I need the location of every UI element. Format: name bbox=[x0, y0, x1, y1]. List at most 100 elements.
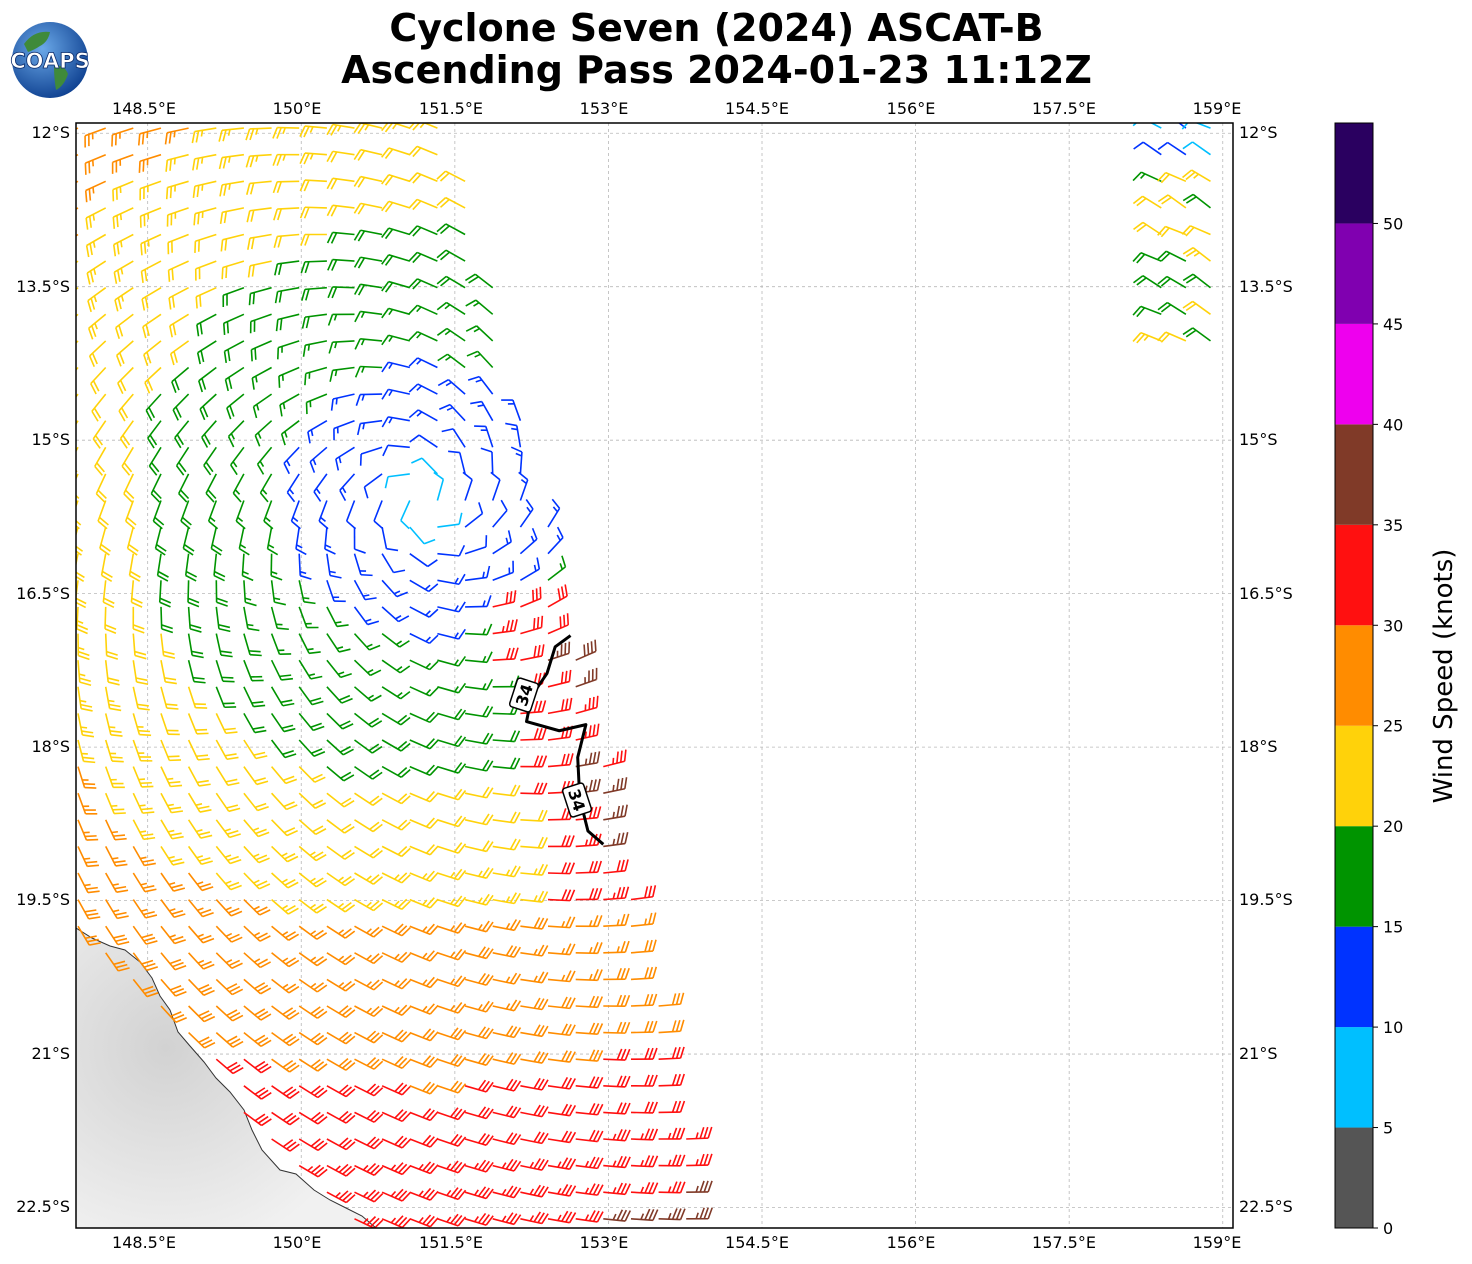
wind-barb bbox=[110, 235, 138, 257]
wind-barb bbox=[272, 681, 295, 709]
wind-barb bbox=[382, 1102, 410, 1123]
wind-barb bbox=[355, 652, 381, 678]
wind-barb bbox=[164, 208, 192, 227]
wind-barb bbox=[356, 421, 383, 435]
wind-barb bbox=[300, 180, 327, 192]
wind-barb bbox=[355, 1182, 383, 1203]
wind-barb bbox=[115, 368, 141, 394]
wind-barb bbox=[196, 368, 223, 392]
wind-barb bbox=[539, 499, 562, 527]
wind-barb bbox=[272, 918, 299, 943]
wind-barb bbox=[573, 696, 601, 714]
wind-barb bbox=[216, 1024, 243, 1049]
wind-barb bbox=[246, 128, 272, 140]
wind-barb bbox=[520, 782, 546, 794]
wind-barb bbox=[448, 449, 465, 477]
lat-tick-left: 13.5°S bbox=[16, 277, 70, 296]
wind-barb bbox=[272, 944, 299, 969]
colorbar-tick-label: 25 bbox=[1383, 717, 1403, 736]
wind-barb bbox=[355, 758, 383, 782]
wind-barb bbox=[244, 682, 265, 710]
wind-barb bbox=[465, 676, 492, 690]
wind-barb bbox=[244, 786, 269, 813]
wind-barb bbox=[137, 235, 165, 256]
wind-barb bbox=[382, 916, 410, 937]
wind-barb bbox=[318, 501, 337, 529]
lon-tick-bottom: 148.5°E bbox=[112, 1233, 176, 1252]
wind-barb bbox=[299, 1023, 327, 1046]
wind-barb bbox=[207, 501, 226, 529]
wind-barb bbox=[465, 1022, 493, 1040]
wind-barb bbox=[247, 314, 275, 333]
wind-barb bbox=[112, 288, 140, 312]
wind-barb bbox=[437, 248, 465, 270]
wind-barb bbox=[410, 810, 438, 830]
wind-barb bbox=[382, 573, 408, 600]
wind-barb bbox=[78, 711, 94, 739]
wind-barb bbox=[1183, 140, 1211, 164]
wind-barb bbox=[165, 261, 193, 282]
wind-barb bbox=[106, 789, 126, 817]
wind-barb bbox=[299, 1130, 327, 1153]
wind-barb bbox=[482, 472, 501, 500]
lat-tick-left: 12°S bbox=[31, 123, 70, 142]
wind-barb bbox=[164, 235, 192, 255]
wind-barb bbox=[242, 554, 255, 581]
wind-barb bbox=[437, 543, 464, 557]
wind-barb bbox=[544, 613, 572, 633]
wind-barb bbox=[427, 472, 445, 500]
wind-barb bbox=[1133, 305, 1161, 325]
wind-barb bbox=[122, 474, 143, 502]
wind-barb bbox=[382, 280, 410, 298]
wind-barb bbox=[410, 916, 438, 936]
wind-barb bbox=[520, 1022, 547, 1037]
wind-barb bbox=[409, 408, 437, 430]
wind-barb bbox=[328, 259, 355, 272]
wind-barb bbox=[410, 520, 435, 547]
wind-barb bbox=[517, 616, 545, 634]
wind-barb bbox=[327, 1023, 355, 1046]
wind-barb bbox=[133, 607, 144, 633]
wind-barb bbox=[273, 155, 299, 166]
wind-barb bbox=[244, 1077, 271, 1101]
wind-barb bbox=[1134, 274, 1162, 297]
wind-barb bbox=[272, 865, 299, 891]
wind-barb bbox=[272, 760, 297, 787]
wind-barb bbox=[189, 632, 204, 659]
wind-barb bbox=[1158, 274, 1186, 297]
wind-barb bbox=[161, 684, 178, 712]
wind-barb bbox=[109, 181, 137, 201]
wind-barb bbox=[603, 1181, 630, 1194]
wind-barb bbox=[218, 128, 245, 142]
wind-barb bbox=[345, 501, 365, 529]
wind-barb bbox=[410, 1102, 438, 1122]
wind-barb bbox=[410, 1022, 438, 1042]
wind-barb bbox=[686, 1127, 712, 1139]
wind-barb bbox=[177, 474, 199, 502]
wind-barb bbox=[382, 1156, 410, 1176]
wind-barb bbox=[465, 1208, 493, 1226]
wind-barb bbox=[382, 784, 410, 806]
wind-barb bbox=[329, 394, 357, 411]
wind-barb bbox=[373, 501, 393, 529]
wind-barb bbox=[510, 472, 529, 500]
wind-barb bbox=[409, 382, 437, 404]
colorbar-tick-label: 35 bbox=[1383, 516, 1403, 535]
wind-barb bbox=[327, 1076, 355, 1098]
wind-barb bbox=[327, 706, 353, 732]
wind-barb bbox=[355, 705, 382, 730]
wind-barb bbox=[99, 527, 117, 555]
wind-barb bbox=[327, 552, 342, 579]
wind-barb bbox=[409, 171, 437, 191]
wind-barb bbox=[78, 763, 96, 791]
wind-barb bbox=[548, 889, 574, 901]
wind-barb bbox=[631, 1181, 658, 1193]
wind-barb bbox=[327, 124, 354, 139]
wind-barb bbox=[410, 571, 438, 594]
wind-barb bbox=[185, 554, 199, 581]
wind-barb bbox=[299, 864, 326, 889]
wind-barb bbox=[382, 307, 410, 325]
wind-barb bbox=[520, 1075, 548, 1091]
wind-barb bbox=[61, 368, 86, 395]
wind-barb bbox=[382, 416, 410, 431]
